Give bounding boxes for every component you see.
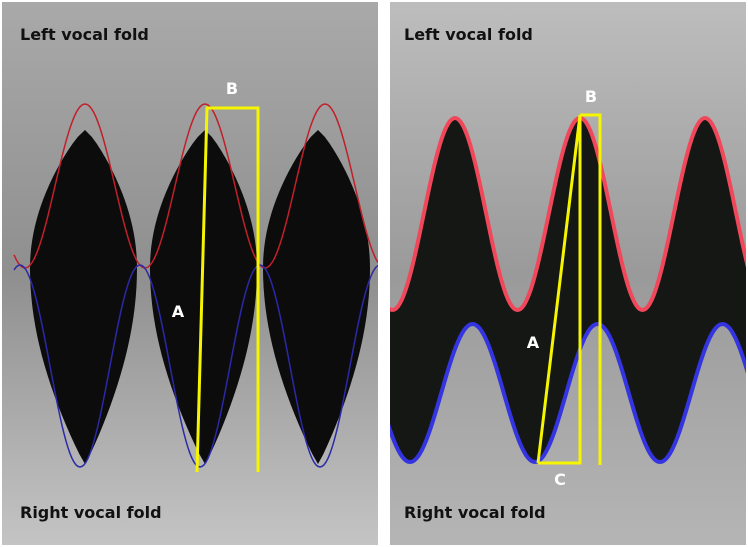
label: Right vocal fold bbox=[404, 503, 546, 522]
label: Right vocal fold bbox=[20, 503, 162, 522]
annotation: B bbox=[585, 87, 597, 106]
annotation: A bbox=[172, 302, 185, 321]
left-kymogram bbox=[14, 104, 378, 467]
page: {"left_panel": {"top_label": "Left vocal… bbox=[0, 0, 748, 547]
annotation: B bbox=[226, 79, 238, 98]
label: Left vocal fold bbox=[20, 25, 149, 44]
annotation: C bbox=[554, 470, 566, 489]
figure: Left vocal fold Right vocal fold A B Lef… bbox=[0, 0, 748, 547]
annotation: A bbox=[527, 333, 540, 352]
label: Left vocal fold bbox=[404, 25, 533, 44]
